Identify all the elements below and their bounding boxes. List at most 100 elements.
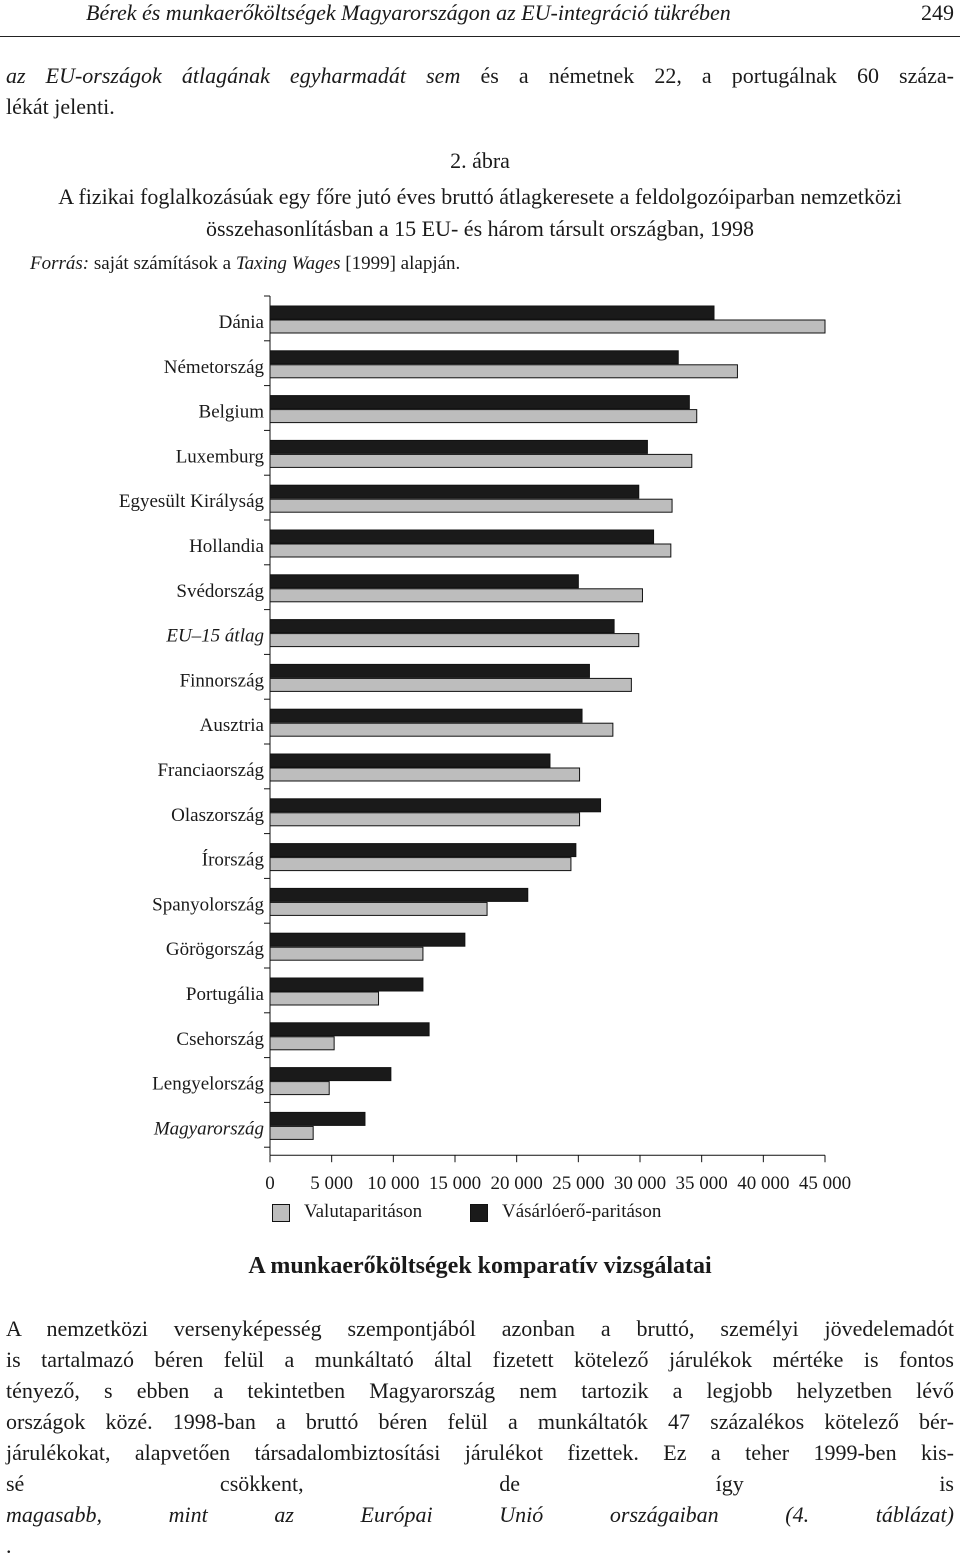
x-tick-label: 45 000 bbox=[799, 1173, 851, 1194]
body-line: tényező, s ebben a tekintetben Magyarors… bbox=[6, 1378, 954, 1403]
bar-vasarloero bbox=[269, 305, 715, 320]
bar-vasarloero bbox=[269, 887, 529, 902]
header-rule bbox=[0, 36, 960, 37]
category-label: Németország bbox=[164, 357, 265, 378]
category-label: Lengyelország bbox=[152, 1074, 264, 1095]
bar-valuta bbox=[269, 453, 693, 468]
body-last-end: . bbox=[6, 1533, 12, 1558]
bar-vasarloero bbox=[269, 843, 577, 858]
category-label: Egyesült Királyság bbox=[119, 491, 265, 512]
bar-valuta bbox=[269, 991, 380, 1006]
bar-valuta bbox=[269, 633, 640, 648]
category-label: Franciaország bbox=[157, 760, 264, 781]
bar-vasarloero bbox=[269, 1022, 430, 1037]
source-text-2: [1999] alapján. bbox=[340, 253, 461, 274]
bar-valuta bbox=[269, 364, 738, 379]
category-label: Ausztria bbox=[200, 715, 265, 736]
bar-vasarloero bbox=[269, 439, 648, 454]
source-label: Forrás: bbox=[30, 253, 90, 274]
bar-valuta bbox=[269, 857, 572, 872]
intro-paragraph: az EU-országok átlagának egyharmadát sem… bbox=[6, 60, 954, 122]
body-line: A nemzetközi versenyképesség szempontjáb… bbox=[6, 1316, 954, 1341]
bar-valuta bbox=[269, 543, 672, 558]
x-tick-label: 40 000 bbox=[737, 1173, 789, 1194]
source-title: Taxing Wages bbox=[235, 253, 341, 274]
x-tick-label: 25 000 bbox=[552, 1173, 604, 1194]
running-title: Bérek és munkaerőköltségek Magyarországo… bbox=[86, 0, 731, 25]
bar-valuta bbox=[269, 319, 826, 334]
bar-vasarloero bbox=[269, 529, 655, 544]
caption-line-1: A fizikai foglalkozásúak egy főre jutó é… bbox=[58, 184, 902, 209]
bar-vasarloero bbox=[269, 1067, 392, 1082]
bar-vasarloero bbox=[269, 932, 466, 947]
x-tick-label: 30 000 bbox=[614, 1173, 666, 1194]
category-label: Portugália bbox=[186, 984, 265, 1005]
body-paragraph: A nemzetközi versenyképesség szempontjáb… bbox=[6, 1313, 954, 1561]
figure-source: Forrás: saját számítások a Taxing Wages … bbox=[30, 253, 460, 275]
intro-line-2: lékát jelenti. bbox=[6, 94, 115, 119]
bar-vasarloero bbox=[269, 708, 583, 723]
bar-valuta bbox=[269, 812, 581, 827]
category-label: Spanyolország bbox=[152, 894, 264, 915]
bar-valuta bbox=[269, 767, 581, 782]
legend-label-vasarloero-paritason: Vásárlóerő-paritáson bbox=[502, 1201, 662, 1222]
bar-valuta bbox=[269, 946, 424, 961]
body-last-italic: magasabb, mint az Európai Unió országaib… bbox=[6, 1502, 954, 1527]
x-tick-label: 20 000 bbox=[491, 1173, 543, 1194]
body-line: országok közé. 1998-ban a bruttó béren f… bbox=[6, 1409, 954, 1434]
section-heading: A munkaerőköltségek komparatív vizsgálat… bbox=[248, 1253, 712, 1279]
bar-vasarloero bbox=[269, 395, 690, 410]
bar-vasarloero bbox=[269, 574, 579, 589]
intro-rest: és a németnek 22, a portugálnak 60 száza… bbox=[460, 63, 954, 88]
caption-line-2: összehasonlításban a 15 EU- és három tár… bbox=[205, 216, 755, 241]
legend-swatch-grey bbox=[272, 1204, 290, 1222]
bar-vasarloero bbox=[269, 753, 551, 768]
bar-vasarloero bbox=[269, 619, 615, 634]
category-label: Magyarország bbox=[153, 1118, 264, 1139]
intro-italic: az EU-országok átlagának egyharmadát sem bbox=[6, 63, 461, 88]
body-line: is tartalmazó béren felül a munkáltató á… bbox=[6, 1347, 954, 1372]
bar-valuta bbox=[269, 901, 488, 916]
bar-valuta bbox=[269, 498, 673, 513]
bar-valuta bbox=[269, 1081, 330, 1096]
figure-number: 2. ábra bbox=[450, 148, 510, 173]
x-tick-label: 35 000 bbox=[676, 1173, 728, 1194]
category-label: Hollandia bbox=[189, 536, 264, 557]
intro-line-1: az EU-országok átlagának egyharmadát sem… bbox=[6, 60, 954, 91]
category-label: Belgium bbox=[199, 402, 265, 423]
figure-caption: A fizikai foglalkozásúak egy főre jutó é… bbox=[0, 181, 960, 245]
category-label: Svédország bbox=[176, 581, 264, 602]
bar-valuta bbox=[269, 677, 632, 692]
category-label: Luxemburg bbox=[176, 446, 265, 467]
bar-chart: Dánia Németország Belgium Luxemburg Egyesült… bbox=[119, 295, 851, 1194]
x-tick-label: 15 000 bbox=[429, 1173, 481, 1194]
x-tick-label: 10 000 bbox=[367, 1173, 419, 1194]
bar-valuta bbox=[269, 588, 643, 603]
body-line: járulékokat, alapvetően társadalombiztos… bbox=[6, 1440, 954, 1465]
x-tick-label: 5 000 bbox=[310, 1173, 353, 1194]
bar-vasarloero bbox=[269, 350, 679, 365]
body-last-start: sé csökkent, de így is bbox=[6, 1471, 954, 1496]
source-text-1: saját számítások a bbox=[89, 253, 236, 274]
bar-valuta bbox=[269, 409, 698, 424]
bar-valuta bbox=[269, 1036, 335, 1051]
category-label: Dánia bbox=[219, 312, 265, 333]
category-label: Olaszország bbox=[171, 805, 264, 826]
category-label: Finnország bbox=[180, 670, 265, 691]
legend-swatch-black bbox=[470, 1204, 488, 1222]
bar-vasarloero bbox=[269, 798, 602, 813]
bar-vasarloero bbox=[269, 1111, 366, 1126]
body-line-last: sé csökkent, de így is magasabb, mint az… bbox=[6, 1468, 954, 1561]
category-label: EU–15 átlag bbox=[165, 626, 264, 647]
page-number: 249 bbox=[921, 0, 954, 25]
bar-vasarloero bbox=[269, 484, 640, 499]
bar-valuta bbox=[269, 722, 614, 737]
bar-vasarloero bbox=[269, 977, 424, 992]
category-label: Írország bbox=[202, 849, 265, 871]
x-tick-label: 0 bbox=[265, 1173, 275, 1194]
legend-label-valutaparitason: Valutaparitáson bbox=[304, 1201, 423, 1222]
bar-valuta bbox=[269, 1125, 314, 1140]
category-label: Görögország bbox=[166, 939, 265, 960]
category-label: Csehország bbox=[176, 1029, 264, 1050]
bar-vasarloero bbox=[269, 663, 590, 678]
